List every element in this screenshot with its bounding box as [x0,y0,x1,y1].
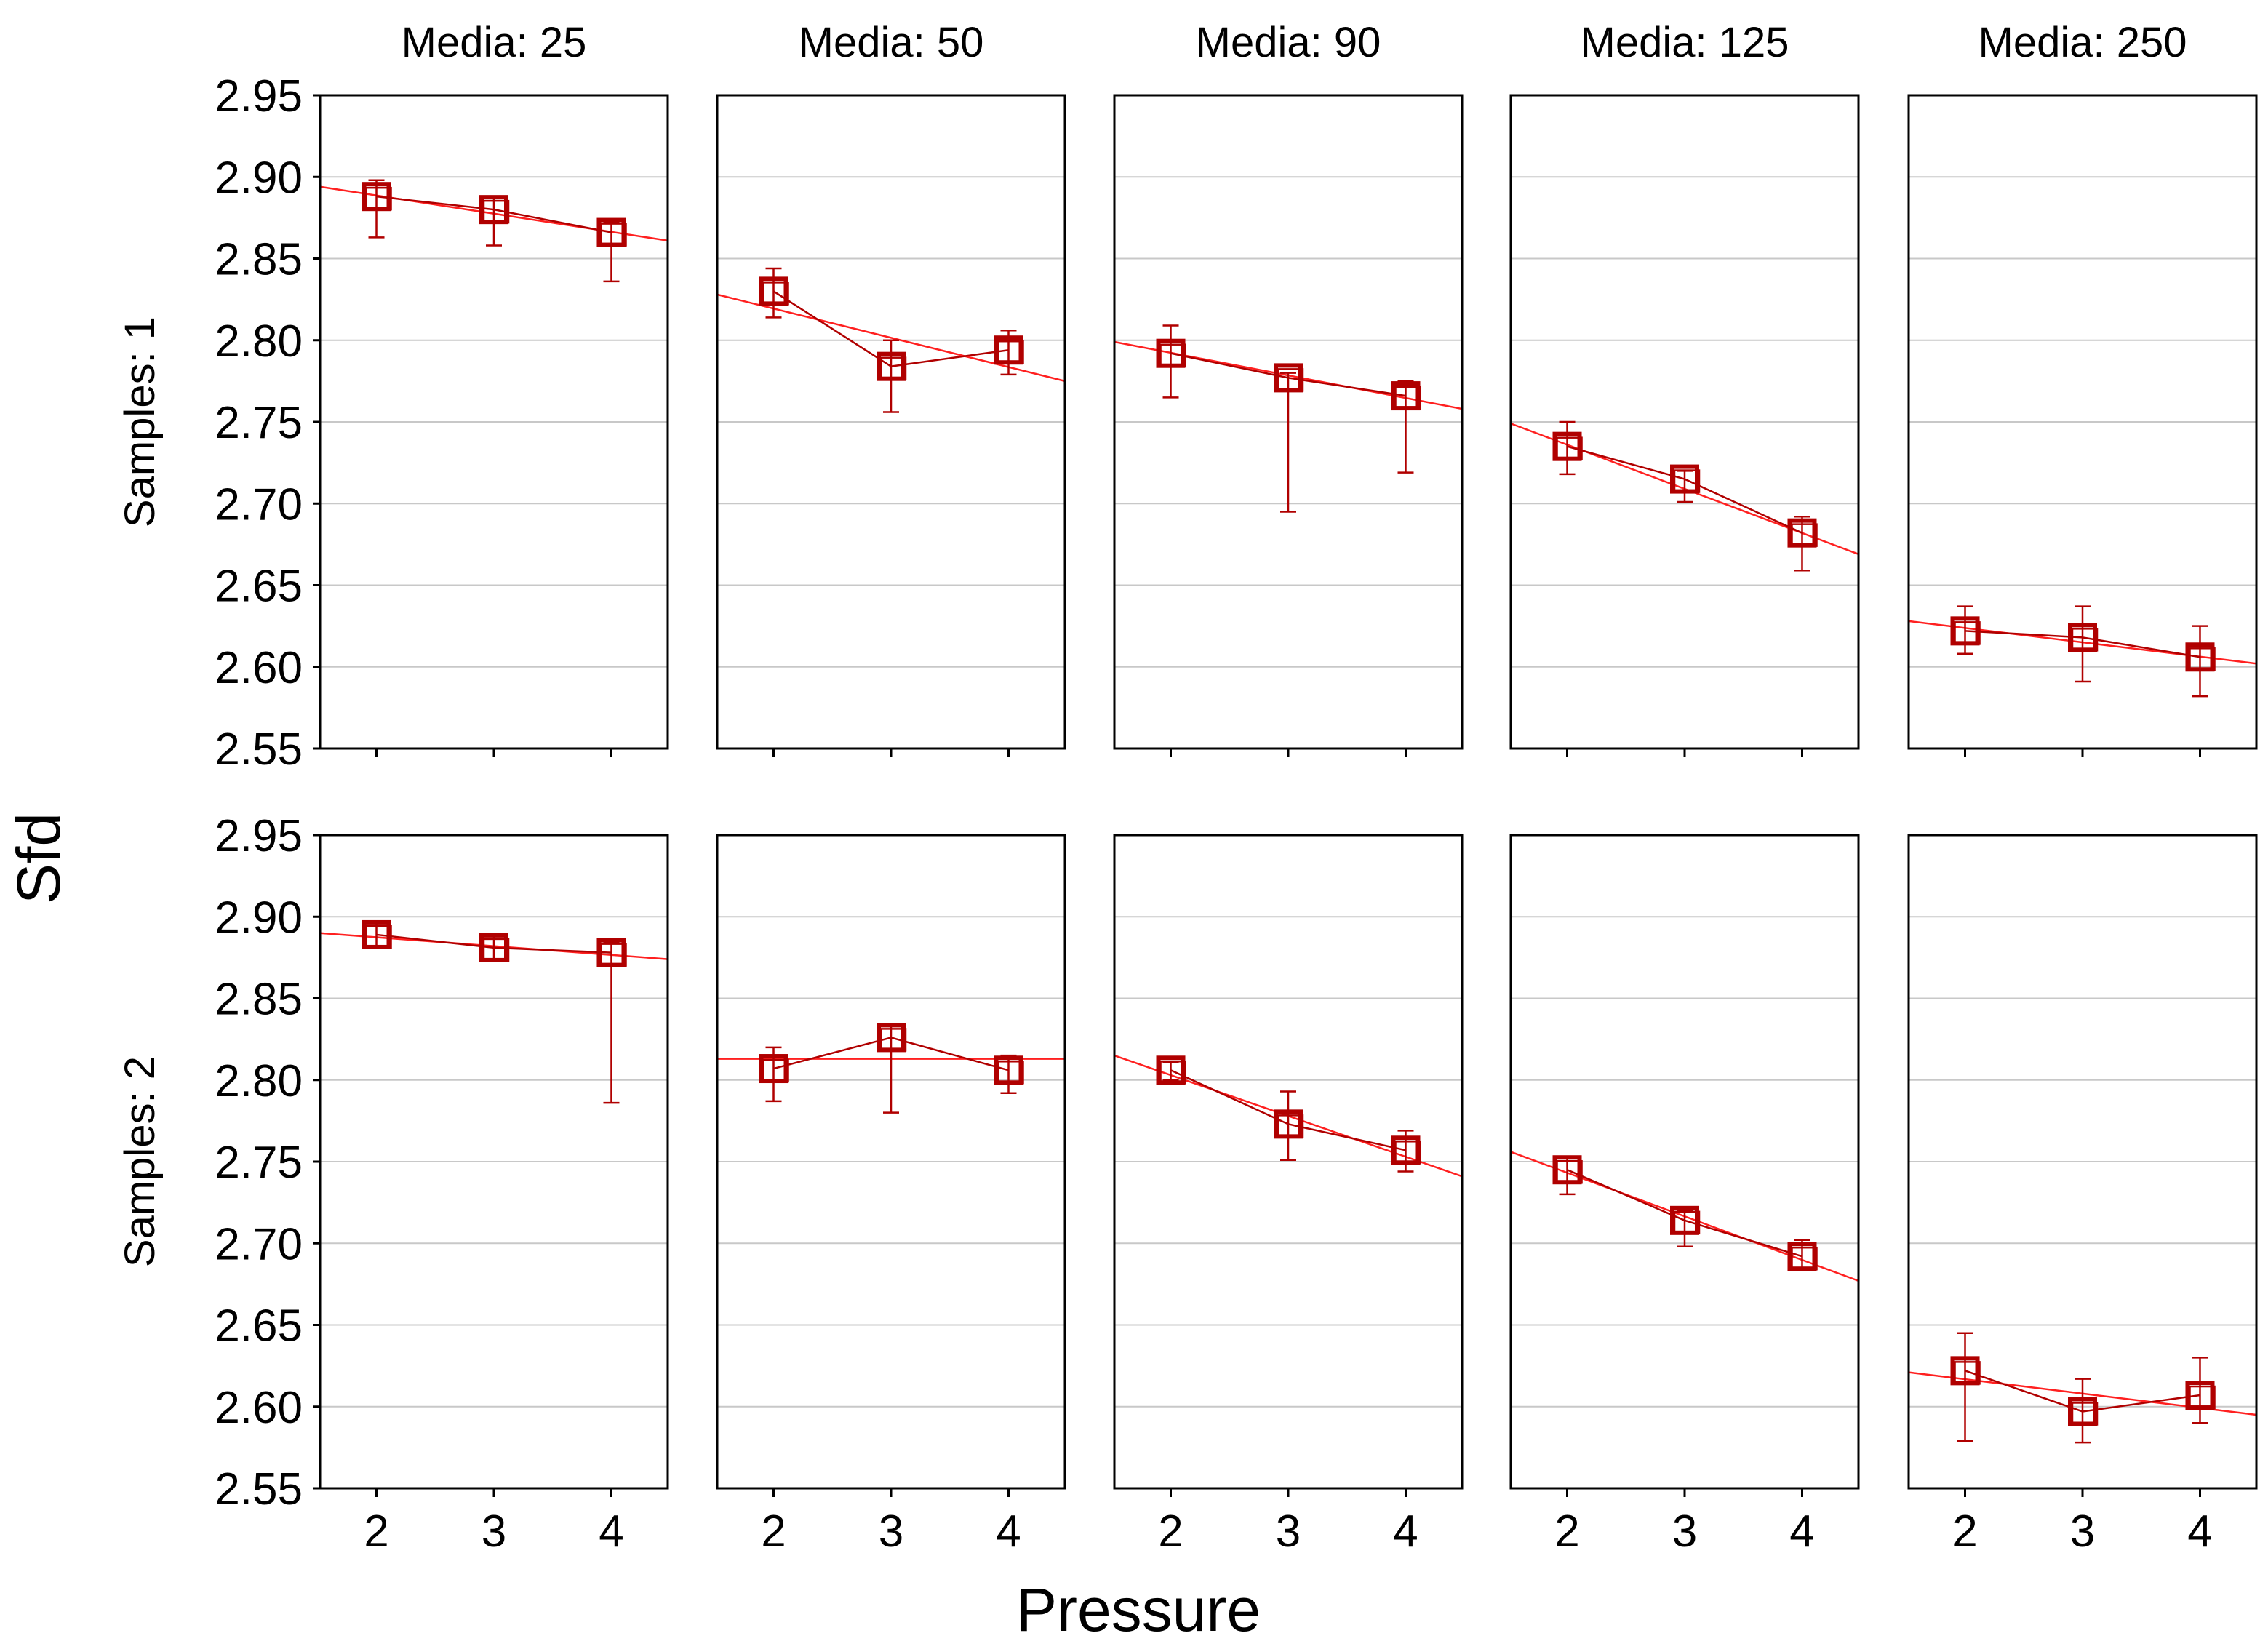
x-tick-label: 2 [1554,1506,1579,1557]
y-tick-label: 2.60 [215,1383,303,1433]
data-point [479,933,508,962]
panel-r2-c3 [1113,834,1464,1497]
data-point [1670,1205,1699,1235]
panel-frame [1113,834,1464,1490]
y-tick-label: 2.55 [215,1464,303,1514]
data-point [596,938,626,967]
x-tick-label: 2 [761,1506,786,1557]
data-point [2068,623,2097,652]
y-tick-label: 2.70 [215,1219,303,1269]
data-point [759,1054,788,1084]
panels-layer: Media: 25 Media: 50 Media: 90 Media: 125 Med… [116,19,2258,1557]
panel-frame [1113,94,1464,750]
data-point [362,182,391,212]
x-axis-title: Pressure [1016,1576,1261,1644]
panel-r2-c1 [319,834,669,1497]
y-tick-label: 2.65 [215,562,303,612]
panel-frame [1509,94,1860,750]
panel-frame [1509,834,1860,1490]
data-point [994,1055,1023,1085]
data-point [1950,1356,1980,1386]
panel-frame [716,94,1066,750]
data-point [2068,1397,2097,1426]
data-point [994,335,1023,365]
x-tick-label: 2 [1952,1506,1977,1557]
panel-frame [716,834,1066,1490]
data-point [1552,1155,1582,1185]
y-tick-label: 2.85 [215,975,303,1025]
panel-frame [319,834,669,1490]
panel-r2-c4 [1509,834,1860,1497]
y-tick-label: 2.55 [215,724,303,775]
data-point [1274,1109,1303,1139]
column-header-1: Media: 25 [402,19,587,66]
y-tick-label: 2.90 [215,153,303,203]
row-header-1: Samples: 1 [116,316,164,527]
data-point [1552,431,1582,461]
data-point [877,351,906,381]
y-axis-title: Sfd [4,812,73,904]
y-tick-label: 2.95 [215,71,303,121]
column-header-2: Media: 50 [799,19,984,66]
data-point [1391,381,1421,411]
data-point [2185,642,2215,672]
column-header-5: Media: 250 [1978,19,2187,66]
data-point [877,1023,906,1053]
data-point [1156,338,1186,368]
y-tick-label: 2.60 [215,643,303,693]
panel-r1-c5 [1907,94,2258,757]
panel-frame [319,94,669,750]
y-tick-label: 2.65 [215,1301,303,1351]
data-point [1274,363,1303,393]
x-tick-label: 3 [2070,1506,2095,1557]
x-tick-label: 4 [599,1506,623,1557]
x-tick-label: 4 [996,1506,1021,1557]
y-tick-label: 2.75 [215,398,303,448]
y-tick-label: 2.75 [215,1138,303,1188]
data-point [1787,518,1817,548]
x-tick-label: 4 [1393,1506,1418,1557]
column-header-4: Media: 125 [1581,19,1789,66]
x-tick-label: 2 [1158,1506,1183,1557]
panel-r1-c3 [1113,94,1464,757]
x-tick-label: 3 [879,1506,903,1557]
panel-frame [1907,834,2258,1490]
row-header-2: Samples: 2 [116,1056,164,1267]
data-point [1156,1055,1186,1085]
panel-r1-c1 [319,94,669,757]
data-point [1670,464,1699,494]
data-point [2185,1381,2215,1410]
y-tick-label: 2.95 [215,811,303,861]
y-tick-label: 2.90 [215,893,303,943]
y-tick-label: 2.80 [215,1056,303,1106]
x-tick-label: 3 [482,1506,506,1557]
column-header-3: Media: 90 [1196,19,1381,66]
panel-r2-c5 [1907,834,2258,1497]
data-point [596,217,626,247]
fit-line [716,293,1066,383]
y-tick-label: 2.85 [215,235,303,285]
data-point [1950,616,1980,646]
panel-r1-c2 [716,94,1066,757]
x-tick-label: 4 [1789,1506,1814,1557]
panel-r2-c2 [716,834,1066,1497]
x-tick-label: 2 [364,1506,388,1557]
panel-frame [1907,94,2258,750]
x-tick-label: 4 [2187,1506,2212,1557]
data-point [759,276,788,306]
data-point [479,195,508,225]
x-tick-label: 3 [1672,1506,1697,1557]
panel-r1-c4 [1509,94,1860,757]
data-point [362,919,391,949]
data-point [1787,1242,1817,1271]
data-point [1391,1135,1421,1165]
y-tick-label: 2.80 [215,316,303,367]
y-tick-label: 2.70 [215,479,303,530]
x-tick-label: 3 [1276,1506,1301,1557]
